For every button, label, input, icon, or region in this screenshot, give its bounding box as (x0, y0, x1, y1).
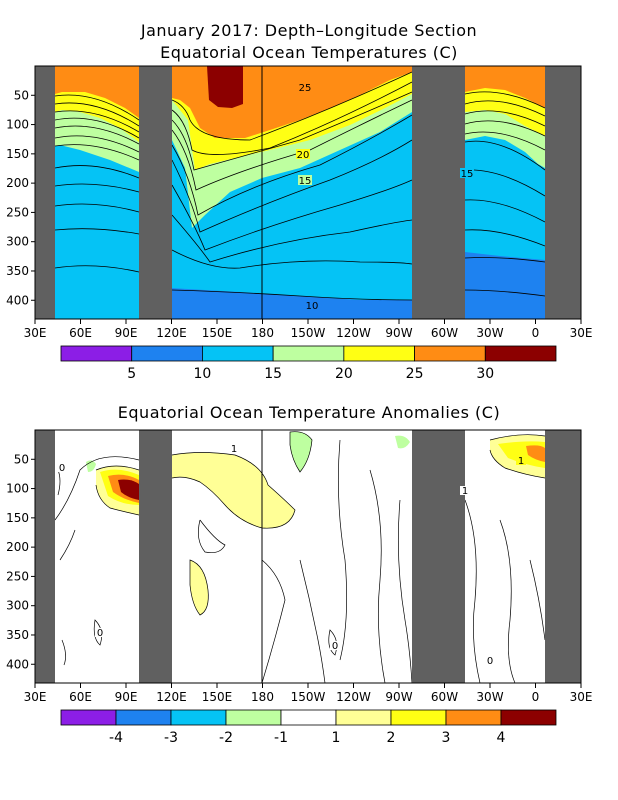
bottom-colorbar-label: 2 (387, 730, 396, 746)
bottom-x-tick-label: 30W (476, 690, 503, 704)
bottom-colorbar-label: -3 (164, 730, 178, 746)
top-colorbar-label: 15 (264, 366, 282, 382)
bottom-colorbar-label: -4 (109, 730, 123, 746)
top-x-tick-label: 120E (156, 326, 187, 340)
top-colorbar-label: 10 (194, 366, 212, 382)
bottom-x-tick-label: 30E (24, 690, 47, 704)
temperature-section: 25 20 15 15 10 30E 60E 90E 120E 150E 180 150W 1… (6, 65, 593, 382)
bottom-y-tick-label: 200 (6, 540, 29, 554)
top-y-tick-label: 300 (6, 235, 29, 249)
land-mask-africa-east (545, 66, 581, 319)
top-colorbar-swatch (131, 345, 203, 362)
bottom-colorbar-swatch (335, 709, 392, 726)
bottom-y-tick-label: 100 (6, 482, 29, 496)
anomaly-section: 1 0 0 0 0 1 1 30E 60E 90E 120E 150E 180 150W 12… (6, 429, 593, 746)
top-y-tick-label: 250 (6, 205, 29, 219)
top-colorbar-swatch (60, 345, 133, 362)
top-x-tick-label: 60E (69, 326, 92, 340)
land-mask-maritime-continent (139, 66, 172, 319)
anomaly-contour-label-0-indian: 0 (97, 628, 103, 639)
top-x-tick-label: 30E (570, 326, 593, 340)
top-colorbar-swatch (202, 345, 274, 362)
bottom-colorbar-swatch (280, 709, 337, 726)
contour-label-10: 10 (306, 301, 319, 312)
top-x-tick-label: 90E (115, 326, 138, 340)
anomaly-contour-label-0-atlantic: 0 (487, 656, 493, 667)
top-x-tick-label: 150W (291, 326, 326, 340)
bottom-x-tick-label: 60W (431, 690, 458, 704)
bottom-y-tick-label: 300 (6, 599, 29, 613)
top-y-tick-label: 50 (14, 88, 29, 102)
bottom-chart-title: Equatorial Ocean Temperature Anomalies (… (117, 403, 501, 422)
land-mask-americas (412, 66, 465, 319)
bottom-x-tick-label: 120W (336, 690, 371, 704)
top-y-tick-label: 400 (6, 293, 29, 307)
top-x-tick-label: 180 (251, 326, 274, 340)
bottom-colorbar-swatch (500, 709, 557, 726)
top-x-tick-label: 150E (202, 326, 233, 340)
bottom-y-tick-label: 350 (6, 628, 29, 642)
top-y-tick-label: 350 (6, 264, 29, 278)
anomaly-contour-label-1-west-pacific: 1 (231, 444, 237, 455)
bottom-x-tick-label: 90E (115, 690, 138, 704)
contour-label-20: 20 (297, 150, 310, 161)
bottom-x-tick-label: 120E (156, 690, 187, 704)
top-chart-subtitle: Equatorial Ocean Temperatures (C) (160, 43, 458, 62)
top-colorbar-swatch (272, 345, 345, 362)
bottom-colorbar-label: 1 (332, 730, 341, 746)
bottom-y-tick-label: 150 (6, 511, 29, 525)
top-x-tick-label: 60W (431, 326, 458, 340)
top-colorbar-label: 30 (476, 366, 494, 382)
bottom-x-tick-label: 180 (251, 690, 274, 704)
bottom-x-tick-label: 30E (570, 690, 593, 704)
top-x-tick-label: 120W (336, 326, 371, 340)
bottom-colorbar-swatch (390, 709, 447, 726)
anomaly-contour-label-0-west: 0 (59, 463, 65, 474)
bottom-colorbar-swatch (225, 709, 282, 726)
top-colorbar-swatch (484, 345, 557, 362)
top-x-tick-label: 0 (532, 326, 540, 340)
contour-label-15-atlantic: 15 (461, 169, 474, 180)
contour-label-25: 25 (299, 83, 312, 94)
top-colorbar-label: 5 (127, 366, 136, 382)
anomaly-contour-label-1-atlantic: 1 (518, 456, 524, 467)
bottom-x-tick-label: 60E (69, 690, 92, 704)
top-y-tick-label: 100 (6, 118, 29, 132)
top-y-tick-label: 150 (6, 147, 29, 161)
bottom-x-tick-label: 90W (385, 690, 412, 704)
bottom-colorbar-swatch (115, 709, 172, 726)
top-x-tick-label: 90W (385, 326, 412, 340)
bottom-x-tick-label: 150E (202, 690, 233, 704)
top-colorbar-label: 25 (406, 366, 424, 382)
top-x-tick-label: 30W (476, 326, 503, 340)
top-colorbar-label: 20 (335, 366, 353, 382)
bottom-colorbar-label: -2 (219, 730, 233, 746)
bottom-y-tick-label: 250 (6, 569, 29, 583)
contour-label-15-pacific: 15 (299, 176, 312, 187)
bottom-x-tick-label: 0 (532, 690, 540, 704)
top-chart-title: January 2017: Depth–Longitude Section (140, 21, 478, 40)
anomaly-contour-label-1-east: 1 (462, 486, 468, 497)
bottom-colorbar-swatch (170, 709, 227, 726)
top-colorbar-swatch (343, 345, 415, 362)
top-y-tick-label: 200 (6, 176, 29, 190)
anomaly-contour-label-0-pacific: 0 (332, 641, 338, 652)
bottom-y-tick-label: 50 (14, 452, 29, 466)
bottom-y-tick-label: 400 (6, 657, 29, 671)
top-x-tick-label: 30E (24, 326, 47, 340)
bottom-colorbar-swatch (445, 709, 502, 726)
bottom-x-tick-label: 150W (291, 690, 326, 704)
bottom-colorbar-label: 4 (497, 730, 506, 746)
bottom-colorbar-label: -1 (274, 730, 288, 746)
land-mask-africa-west (35, 66, 55, 319)
bottom-colorbar-swatch (60, 709, 117, 726)
top-colorbar-swatch (414, 345, 486, 362)
bottom-colorbar-label: 3 (442, 730, 451, 746)
